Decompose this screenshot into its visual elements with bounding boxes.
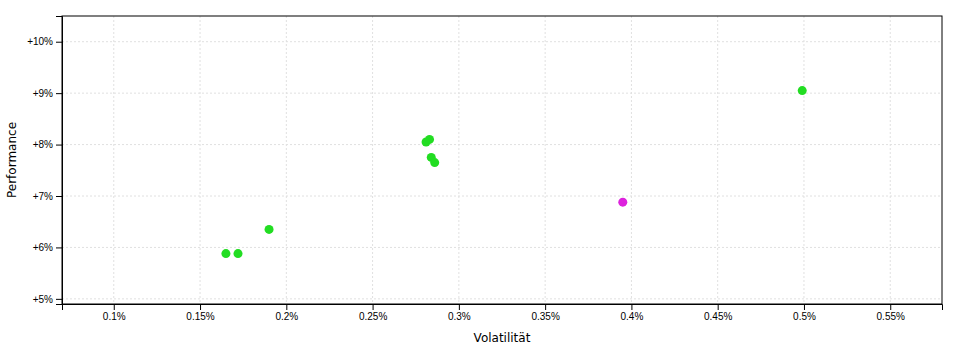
grid-line (62, 93, 942, 94)
point (425, 135, 434, 144)
grid-line (62, 144, 942, 145)
tick: 0.15% (186, 304, 214, 322)
tick-label: 0.25% (359, 311, 387, 322)
y-axis: +5% +6% +7% +8% +9% +10% (27, 17, 62, 305)
tick-label: +10% (27, 36, 53, 47)
tick: +8% (33, 139, 62, 150)
marks (221, 86, 806, 258)
tick-label: 0.2% (275, 311, 298, 322)
tick: 0.1% (103, 304, 126, 322)
tick-mark (56, 196, 62, 197)
point (265, 225, 274, 234)
grid-line (890, 16, 891, 304)
tick-label: 0.4% (621, 311, 644, 322)
grid-line (62, 41, 942, 42)
tick-label: 0.3% (448, 311, 471, 322)
tick-mark (56, 299, 62, 300)
x-axis: 0.1% 0.15% 0.2% 0.25% 0.3% 0.35% 0.4% 0.45% 0.5%… (63, 304, 943, 322)
grid-line (62, 298, 942, 299)
tick: +6% (33, 242, 62, 253)
chart: 0.1% 0.15% 0.2% 0.25% 0.3% 0.35% 0.4% 0.45% 0.5%… (0, 0, 966, 350)
tick: +9% (33, 88, 62, 99)
tick-label: +5% (33, 294, 53, 305)
grid-line (803, 16, 804, 304)
tick-label: 0.5% (793, 311, 816, 322)
grid (62, 16, 942, 304)
tick: +7% (33, 191, 62, 202)
series (618, 198, 627, 207)
tick: 0.25% (359, 304, 387, 322)
tick-mark (56, 93, 62, 94)
tick: +10% (27, 36, 62, 47)
grid-line (62, 247, 942, 248)
tick-mark (890, 304, 891, 310)
point (234, 249, 243, 258)
tick: 0.55% (877, 304, 905, 322)
axis-line (63, 305, 943, 311)
grid-line (631, 16, 632, 304)
tick: 0.5% (793, 304, 816, 322)
plot: 0.1% 0.15% 0.2% 0.25% 0.3% 0.35% 0.4% 0.45% 0.5%… (27, 16, 942, 322)
tick-mark (56, 247, 62, 248)
plot-frame (62, 16, 942, 304)
tick-mark (718, 304, 719, 310)
grid-line (372, 16, 373, 304)
tick-mark (114, 304, 115, 310)
tick: +5% (33, 294, 62, 305)
point (430, 158, 439, 167)
tick-mark (56, 42, 62, 43)
tick-label: +7% (33, 191, 53, 202)
tick-mark (373, 304, 374, 310)
tick-label: +9% (33, 88, 53, 99)
tick-label: 0.35% (531, 311, 559, 322)
point (221, 249, 230, 258)
tick-mark (545, 304, 546, 310)
tick-mark (804, 304, 805, 310)
grid-line (458, 16, 459, 304)
grid-line (286, 16, 287, 304)
point (798, 86, 807, 95)
tick-label: 0.15% (186, 311, 214, 322)
tick: 0.2% (275, 304, 298, 322)
tick: 0.35% (531, 304, 559, 322)
tick: 0.3% (448, 304, 471, 322)
grid-line (62, 196, 942, 197)
grid-line (113, 16, 114, 304)
tick-mark (631, 304, 632, 310)
tick-mark (200, 304, 201, 310)
tick-mark (459, 304, 460, 310)
tick: 0.45% (704, 304, 732, 322)
point (618, 198, 627, 207)
x-axis-title: Volatilität (474, 331, 531, 345)
tick-label: 0.1% (103, 311, 126, 322)
series (221, 86, 806, 258)
axis-line (56, 17, 63, 305)
grid-line (717, 16, 718, 304)
tick-mark (56, 145, 62, 146)
tick-label: 0.55% (877, 311, 905, 322)
tick: 0.4% (621, 304, 644, 322)
grid-line (545, 16, 546, 304)
tick-label: 0.45% (704, 311, 732, 322)
y-axis-title: Performance (5, 122, 19, 198)
tick-mark (286, 304, 287, 310)
tick-label: +8% (33, 139, 53, 150)
grid-line (200, 16, 201, 304)
tick-label: +6% (33, 242, 53, 253)
